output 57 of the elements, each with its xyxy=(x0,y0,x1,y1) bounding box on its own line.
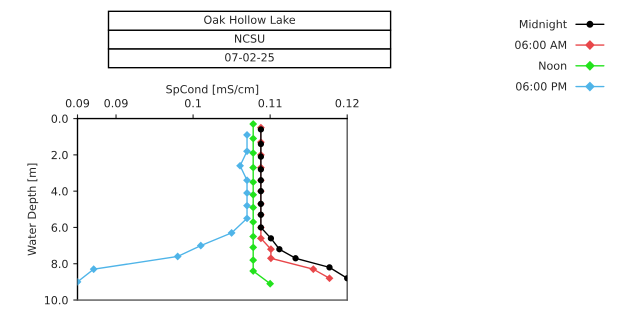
point xyxy=(256,234,265,242)
text: 07-02-25 xyxy=(225,53,274,62)
point xyxy=(236,162,244,170)
legend-label: 06:00 AM xyxy=(515,40,566,50)
y-tick-label: 6.0 xyxy=(52,223,68,232)
point xyxy=(258,126,264,133)
point xyxy=(228,228,236,237)
point xyxy=(249,218,258,226)
chart-subtitle: NCSU xyxy=(235,34,264,43)
point xyxy=(249,190,258,199)
x-tick-label: 0.12 xyxy=(336,99,358,108)
point xyxy=(326,274,334,282)
legend-label: Midnight xyxy=(520,20,567,30)
y-tick-label: 10.0 xyxy=(44,296,68,304)
point xyxy=(258,154,264,160)
legend-label: Noon xyxy=(539,62,566,70)
point xyxy=(276,246,283,252)
y-tick-label: 4.0 xyxy=(51,187,68,196)
legend-label: 06:00 PM xyxy=(516,82,566,91)
point xyxy=(249,134,258,142)
point xyxy=(243,147,251,156)
point xyxy=(249,120,258,128)
point xyxy=(266,254,275,262)
point xyxy=(326,264,333,270)
point xyxy=(258,166,264,173)
point xyxy=(292,255,299,262)
point xyxy=(268,235,274,242)
x-tick-label: 0.09 xyxy=(104,99,128,108)
x-axis-title: SpCond [mS/cm] xyxy=(166,84,258,96)
point xyxy=(249,256,258,264)
point xyxy=(266,280,274,288)
point xyxy=(243,202,251,210)
point xyxy=(196,242,205,250)
point xyxy=(249,243,258,252)
point xyxy=(174,252,182,260)
point xyxy=(243,189,251,197)
point xyxy=(249,164,258,172)
x-tick-label: 0.11 xyxy=(258,99,282,108)
point xyxy=(243,130,251,139)
point xyxy=(243,214,251,222)
point xyxy=(249,267,258,275)
point xyxy=(266,245,275,254)
y-tick-label: 8.0 xyxy=(52,260,68,268)
y-tick-label: 0.0 xyxy=(52,114,68,123)
x-tick-label: 0.09 xyxy=(66,99,90,108)
y-axis-title: Water Depth [m] xyxy=(27,164,38,256)
point xyxy=(243,176,251,184)
y-tick-label: 2.0 xyxy=(52,150,68,160)
point xyxy=(249,232,258,240)
point xyxy=(249,178,258,186)
point xyxy=(249,204,258,212)
point xyxy=(90,265,98,274)
point xyxy=(249,149,258,157)
point xyxy=(309,265,318,274)
point xyxy=(258,140,264,148)
x-tick-label: 0.1 xyxy=(184,99,201,108)
chart-title: Oak Hollow Lake xyxy=(204,15,296,24)
